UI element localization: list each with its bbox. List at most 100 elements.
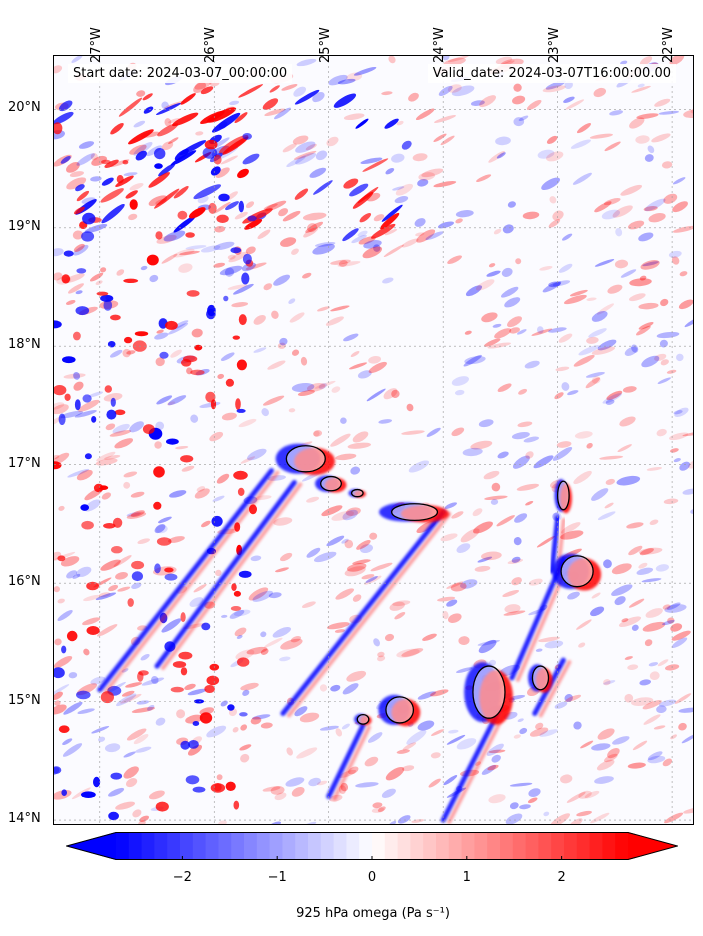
omega-speckle: [123, 481, 131, 489]
omega-speckle: [209, 431, 224, 442]
wave-cell: [157, 123, 179, 137]
omega-speckle: [669, 56, 685, 66]
omega-speckle: [656, 428, 667, 437]
omega-speckle: [90, 676, 106, 685]
omega-speckle: [131, 582, 142, 590]
omega-speckle: [684, 316, 693, 328]
convective-cell: [165, 320, 178, 330]
omega-speckle: [91, 725, 110, 734]
omega-speckle: [536, 535, 556, 548]
convective-cell: [122, 160, 129, 165]
omega-speckle: [537, 149, 555, 159]
omega-speckle: [252, 590, 273, 602]
omega-speckle: [90, 176, 102, 182]
omega-speckle: [642, 261, 659, 267]
wave-cell: [262, 98, 279, 110]
omega-speckle: [607, 747, 620, 759]
omega-speckle: [603, 753, 618, 763]
omega-speckle: [638, 562, 648, 569]
wave-cell: [101, 203, 125, 224]
convective-cell: [101, 159, 111, 165]
wave-cell: [244, 219, 263, 230]
omega-speckle: [330, 684, 341, 692]
convective-cell: [108, 811, 119, 821]
latitude-tick-label: 14°N: [8, 811, 41, 827]
omega-speckle: [662, 620, 675, 626]
omega-speckle: [509, 782, 533, 787]
convective-cell: [62, 356, 76, 364]
omega-speckle: [234, 211, 248, 220]
omega-speckle: [54, 272, 63, 281]
omega-speckle: [507, 558, 524, 565]
omega-speckle: [217, 373, 225, 379]
omega-speckle: [130, 510, 145, 517]
omega-speckle: [104, 743, 121, 753]
omega-speckle: [103, 393, 123, 402]
colorbar-segment: [167, 832, 181, 860]
omega-speckle: [627, 762, 646, 769]
omega-speckle: [54, 402, 65, 410]
omega-speckle: [519, 804, 531, 810]
omega-speckle: [291, 787, 305, 797]
omega-speckle: [585, 372, 605, 378]
omega-speckle: [477, 556, 493, 563]
omega-speckle: [660, 298, 669, 307]
convective-cell: [153, 466, 165, 478]
omega-speckle: [637, 83, 645, 88]
omega-speckle: [318, 383, 327, 390]
omega-speckle: [443, 775, 458, 786]
omega-speckle: [253, 314, 266, 325]
island-coastline: [560, 555, 594, 588]
omega-speckle: [372, 802, 383, 809]
omega-speckle: [627, 664, 639, 670]
omega-speckle: [599, 455, 624, 460]
colorbar-segment: [615, 832, 629, 860]
omega-speckle: [121, 690, 135, 697]
omega-speckle: [661, 161, 673, 169]
omega-speckle: [140, 265, 148, 271]
convective-cell: [204, 139, 218, 150]
convective-cell: [107, 341, 116, 348]
wake-band: [549, 515, 561, 574]
convective-cell: [199, 712, 213, 724]
omega-speckle: [548, 327, 567, 333]
omega-speckle: [671, 637, 688, 648]
omega-speckle: [278, 208, 289, 217]
omega-speckle: [406, 403, 414, 412]
omega-speckle: [678, 299, 693, 310]
colorbar-segment: [192, 832, 207, 860]
omega-speckle: [355, 782, 379, 788]
omega-speckle: [519, 727, 528, 735]
omega-speckle: [391, 153, 405, 163]
convective-cell: [172, 661, 187, 668]
omega-speckle: [569, 289, 588, 297]
omega-speckle: [648, 213, 666, 223]
convective-cell: [180, 612, 186, 623]
convective-cell: [81, 231, 95, 242]
omega-speckle: [597, 728, 615, 740]
convective-cell: [76, 268, 87, 274]
omega-speckle: [317, 306, 330, 312]
wave-cell: [142, 93, 153, 101]
omega-speckle: [535, 722, 544, 730]
omega-speckle: [631, 85, 651, 93]
omega-speckle: [437, 221, 455, 229]
omega-speckle: [347, 442, 372, 449]
omega-speckle: [507, 316, 522, 328]
omega-speckle: [647, 145, 655, 154]
omega-speckle: [308, 777, 321, 787]
omega-speckle: [578, 790, 592, 799]
omega-speckle: [438, 85, 453, 96]
omega-speckle: [291, 382, 315, 393]
omega-speckle: [154, 332, 169, 340]
omega-speckle: [216, 774, 223, 781]
omega-speckle: [101, 492, 112, 500]
omega-speckle: [302, 212, 327, 221]
omega-speckle: [507, 201, 516, 208]
omega-speckle: [239, 744, 252, 751]
omega-speckle: [167, 322, 189, 335]
omega-speckle: [252, 714, 271, 720]
omega-speckle: [282, 143, 297, 153]
convective-cell: [58, 413, 66, 425]
wave-cell: [115, 175, 134, 187]
